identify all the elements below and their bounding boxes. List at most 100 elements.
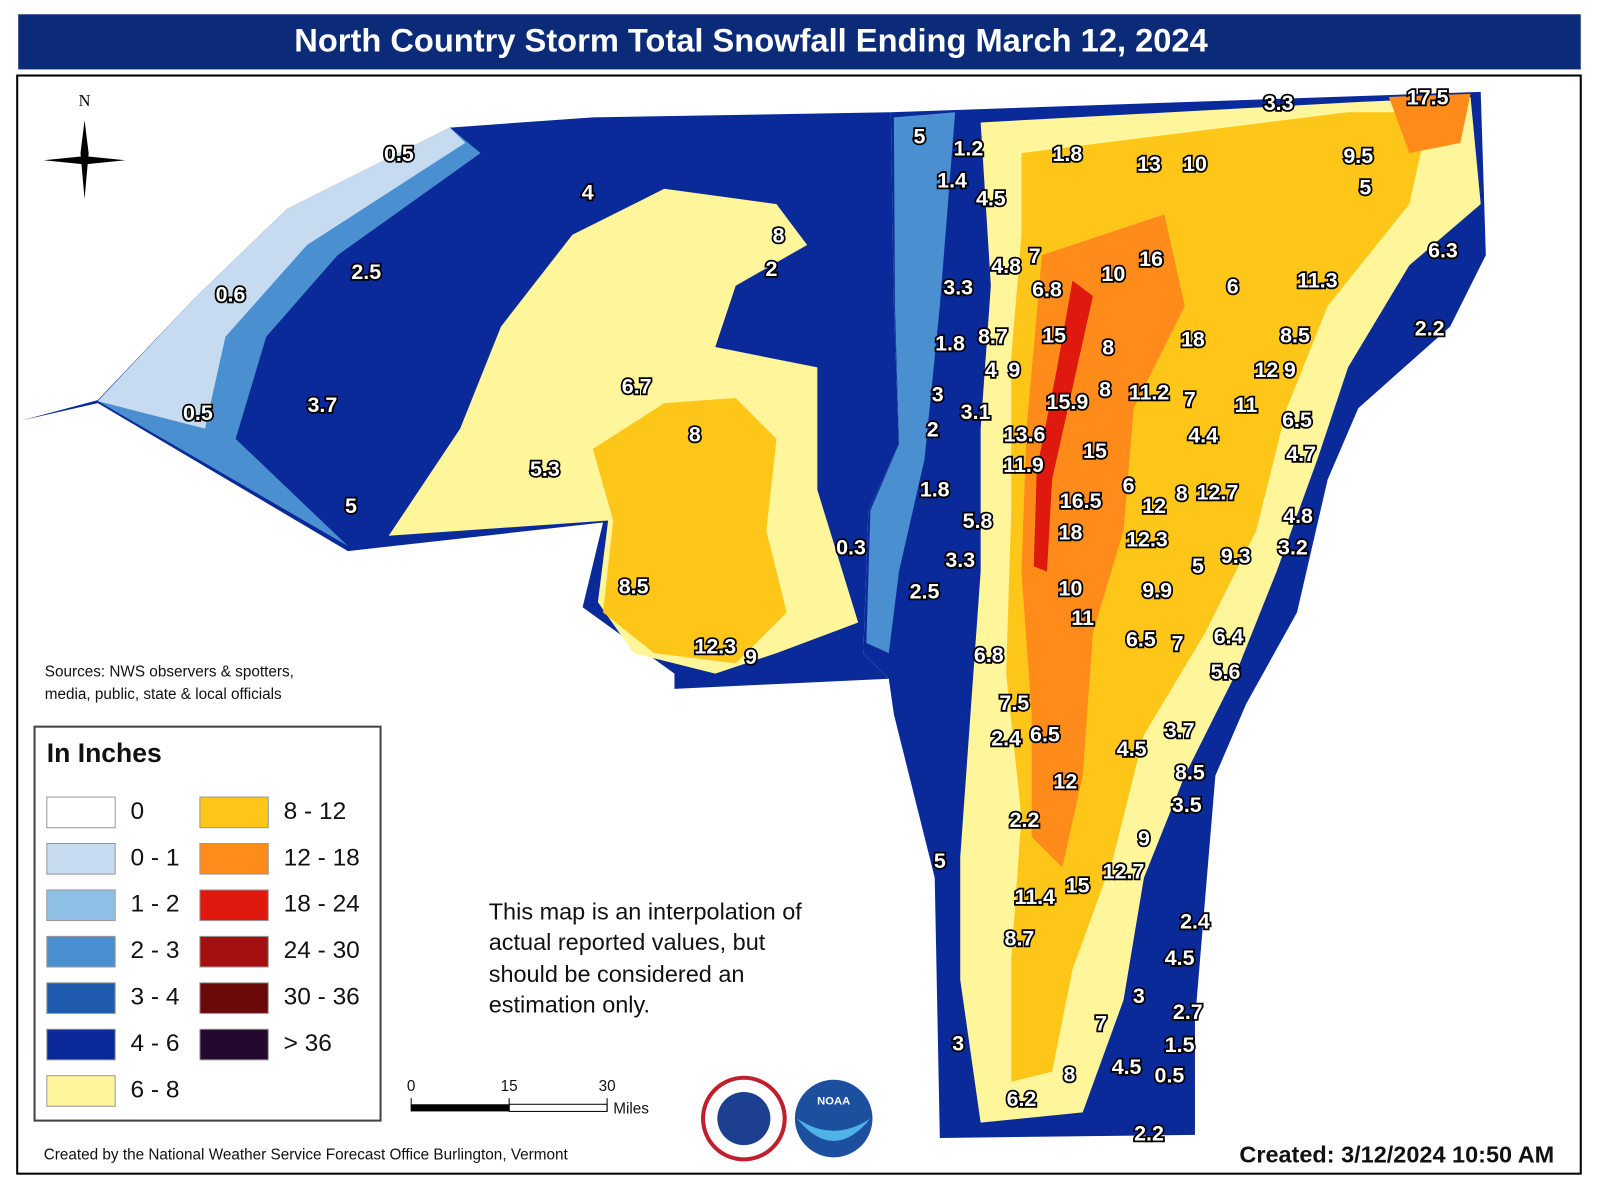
snowfall-value: 10	[1059, 577, 1083, 601]
snowfall-value: 4.8	[1283, 504, 1313, 528]
snowfall-value: 2	[927, 417, 939, 441]
credit: Created by the National Weather Service …	[44, 1146, 569, 1163]
snowfall-value: 9.9	[1142, 579, 1172, 603]
vt-ne-zone	[1388, 93, 1471, 154]
scale-bar: Miles 0 15 30	[407, 1078, 649, 1117]
noaa-logo	[794, 1079, 873, 1158]
note-line: This map is an interpolation of	[489, 899, 803, 925]
snowfall-value: 4.5	[1117, 737, 1147, 761]
legend-swatch	[199, 889, 269, 922]
snowfall-value: 13	[1137, 152, 1161, 176]
snowfall-value: 12.7	[1197, 481, 1239, 505]
legend-label: 12 - 18	[284, 844, 360, 871]
snowfall-value: 12	[1053, 769, 1077, 793]
snowfall-value: 7	[1172, 632, 1184, 656]
snowfall-value: 2.2	[1010, 808, 1040, 832]
snowfall-value: 1.2	[954, 137, 984, 161]
snowfall-value: 7	[1095, 1011, 1107, 1035]
created-date: Created: 3/12/2024 10:50 AM	[1239, 1141, 1554, 1167]
snowfall-value: 8	[1176, 482, 1188, 506]
snowfall-value: 0.5	[183, 401, 213, 425]
snowfall-value: 6.7	[622, 374, 652, 398]
snowfall-value: 4	[985, 358, 997, 382]
legend-label: > 36	[284, 1030, 332, 1057]
snowfall-value: 9.3	[1221, 544, 1251, 568]
compass-label: N	[79, 91, 91, 110]
snowfall-value: 15	[1066, 874, 1090, 898]
sources-line: Sources: NWS observers & spotters,	[45, 664, 294, 681]
snowfall-value: 18	[1059, 520, 1083, 544]
snowfall-value: 2	[765, 257, 777, 281]
snowfall-value: 1.8	[1053, 142, 1083, 166]
snowfall-labels: 0.5 4 2.5 0.6 8 2 0.5 3.7 6.7 8 5.3 5 8.5 12.3 9 0.3 5 1.…	[181, 84, 1460, 1147]
snowfall-value: 6.5	[1126, 628, 1156, 652]
snowfall-value: 3.7	[1165, 718, 1195, 742]
snowfall-value: 15	[1042, 323, 1066, 347]
legend-label: 24 - 30	[284, 937, 360, 964]
legend-label: 18 - 24	[284, 891, 360, 918]
snowfall-value: 3	[932, 383, 944, 407]
snowfall-value: 4.5	[976, 187, 1006, 211]
snowfall-value: 12	[1142, 494, 1166, 518]
snowfall-value: 5	[934, 849, 946, 873]
snowfall-value: 8	[1063, 1062, 1075, 1086]
snowfall-value: 5	[1192, 554, 1204, 578]
snowfall-value: 10	[1101, 262, 1125, 286]
snowfall-value: 2.2	[1134, 1122, 1164, 1146]
logos: NOAA	[701, 1075, 873, 1162]
snowfall-value: 0.6	[216, 283, 246, 307]
snowfall-value: 11	[1235, 393, 1258, 417]
snowfall-value: 11.4	[1014, 885, 1055, 909]
snowfall-value: 5.8	[963, 509, 993, 533]
snowfall-value: 2.4	[991, 727, 1021, 751]
scale-tick-label: 30	[599, 1078, 616, 1095]
snowfall-value: 17.5	[1407, 86, 1449, 110]
legend-swatch	[46, 1075, 116, 1107]
legend-swatch	[46, 935, 116, 968]
snowfall-value: 8.5	[1175, 760, 1205, 784]
snowfall-value: 9	[1284, 358, 1296, 382]
snowfall-value: 12.3	[694, 635, 736, 659]
legend-swatch	[199, 796, 269, 829]
snowfall-value: 6.8	[1032, 278, 1062, 302]
scale-unit: Miles	[613, 1100, 649, 1117]
ny-lightest-zone	[97, 127, 466, 429]
noaa-logo-wave	[796, 1118, 871, 1142]
snowfall-value: 3	[952, 1032, 964, 1056]
snowfall-value: 15.9	[1047, 390, 1089, 414]
map-frame	[16, 74, 1582, 1175]
snowfall-value: 11.3	[1297, 268, 1338, 292]
vt-red-zone	[1033, 280, 1093, 572]
snowfall-value: 1.8	[935, 332, 965, 356]
legend-box	[33, 725, 382, 1122]
snowfall-value: 3.7	[307, 393, 337, 417]
legend-label: 30 - 36	[284, 984, 360, 1011]
legend-label: 3 - 4	[130, 984, 179, 1011]
scale-segment	[411, 1104, 510, 1112]
legend-label: 6 - 8	[130, 1076, 179, 1103]
snowfall-value: 8.7	[978, 324, 1008, 348]
snowfall-value: 6	[1227, 274, 1239, 298]
snowfall-value: 3	[1133, 984, 1145, 1008]
snowfall-value: 3.3	[945, 548, 975, 572]
legend: In Inches 0 0 - 1 1 - 2 2 - 3 3 - 4 4 - 6 6 - …	[33, 725, 382, 1122]
lake-zone	[866, 112, 956, 654]
legend-swatch	[199, 843, 269, 875]
snowfall-value: 8	[773, 223, 785, 247]
snowfall-value: 2.5	[351, 260, 381, 284]
ny-orange-zone	[592, 398, 787, 664]
legend-label: 1 - 2	[130, 891, 179, 918]
snowfall-value: 3.3	[943, 275, 973, 299]
snowfall-value: 7.5	[999, 691, 1029, 715]
snowfall-value: 1.5	[1165, 1033, 1195, 1057]
legend-swatch	[199, 935, 269, 968]
snowfall-value: 5.3	[530, 457, 560, 481]
snowfall-value: 6.2	[1007, 1087, 1037, 1111]
snowfall-value: 1.8	[920, 478, 950, 502]
legend-swatch	[46, 1028, 116, 1061]
snowfall-value: 12	[1254, 358, 1278, 382]
scale-segment	[508, 1103, 608, 1112]
snowfall-value: 3.5	[1172, 793, 1202, 817]
